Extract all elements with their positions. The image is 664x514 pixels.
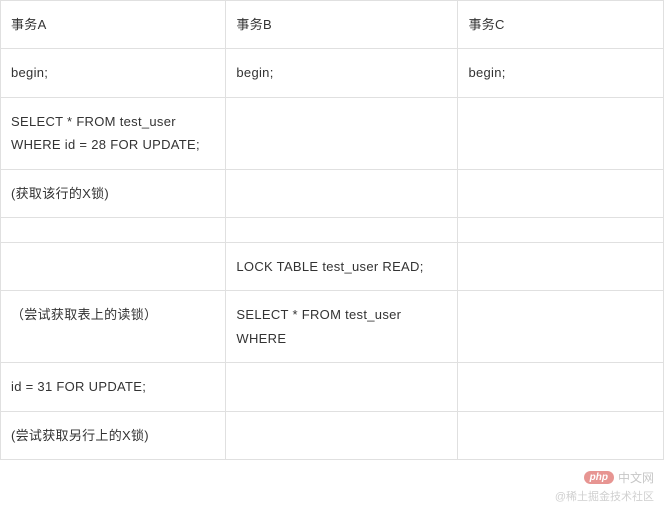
table-row: (获取该行的X锁) [1,169,664,217]
cell [458,97,664,169]
cell [226,411,458,459]
cell [1,242,226,290]
watermark-top: php 中文网 [584,469,654,486]
cell: (获取该行的X锁) [1,169,226,217]
cell [458,169,664,217]
php-text: 中文网 [618,469,654,486]
cell: begin; [1,49,226,97]
cell: LOCK TABLE test_user READ; [226,242,458,290]
transaction-table: 事务A 事务B 事务C begin; begin; begin; SELECT … [0,0,664,460]
table-row: LOCK TABLE test_user READ; [1,242,664,290]
cell: （尝试获取表上的读锁） [1,291,226,363]
table-header-row: 事务A 事务B 事务C [1,1,664,49]
table-row: （尝试获取表上的读锁） SELECT * FROM test_user WHER… [1,291,664,363]
table-row [1,217,664,242]
cell: SELECT * FROM test_user WHERE id = 28 FO… [1,97,226,169]
community-text: @稀土掘金技术社区 [555,488,654,504]
header-transaction-a: 事务A [1,1,226,49]
watermark: php 中文网 @稀土掘金技术社区 [555,469,654,504]
cell [458,291,664,363]
cell: id = 31 FOR UPDATE; [1,363,226,411]
cell [226,169,458,217]
header-transaction-b: 事务B [226,1,458,49]
table-row: (尝试获取另行上的X锁) [1,411,664,459]
cell [458,411,664,459]
cell [226,97,458,169]
cell: SELECT * FROM test_user WHERE [226,291,458,363]
header-transaction-c: 事务C [458,1,664,49]
cell: begin; [226,49,458,97]
cell: (尝试获取另行上的X锁) [1,411,226,459]
php-badge-icon: php [584,471,614,484]
cell [458,363,664,411]
cell [458,217,664,242]
table-row: SELECT * FROM test_user WHERE id = 28 FO… [1,97,664,169]
cell: begin; [458,49,664,97]
cell [226,363,458,411]
table-row: begin; begin; begin; [1,49,664,97]
cell [226,217,458,242]
cell [458,242,664,290]
cell [1,217,226,242]
table-row: id = 31 FOR UPDATE; [1,363,664,411]
